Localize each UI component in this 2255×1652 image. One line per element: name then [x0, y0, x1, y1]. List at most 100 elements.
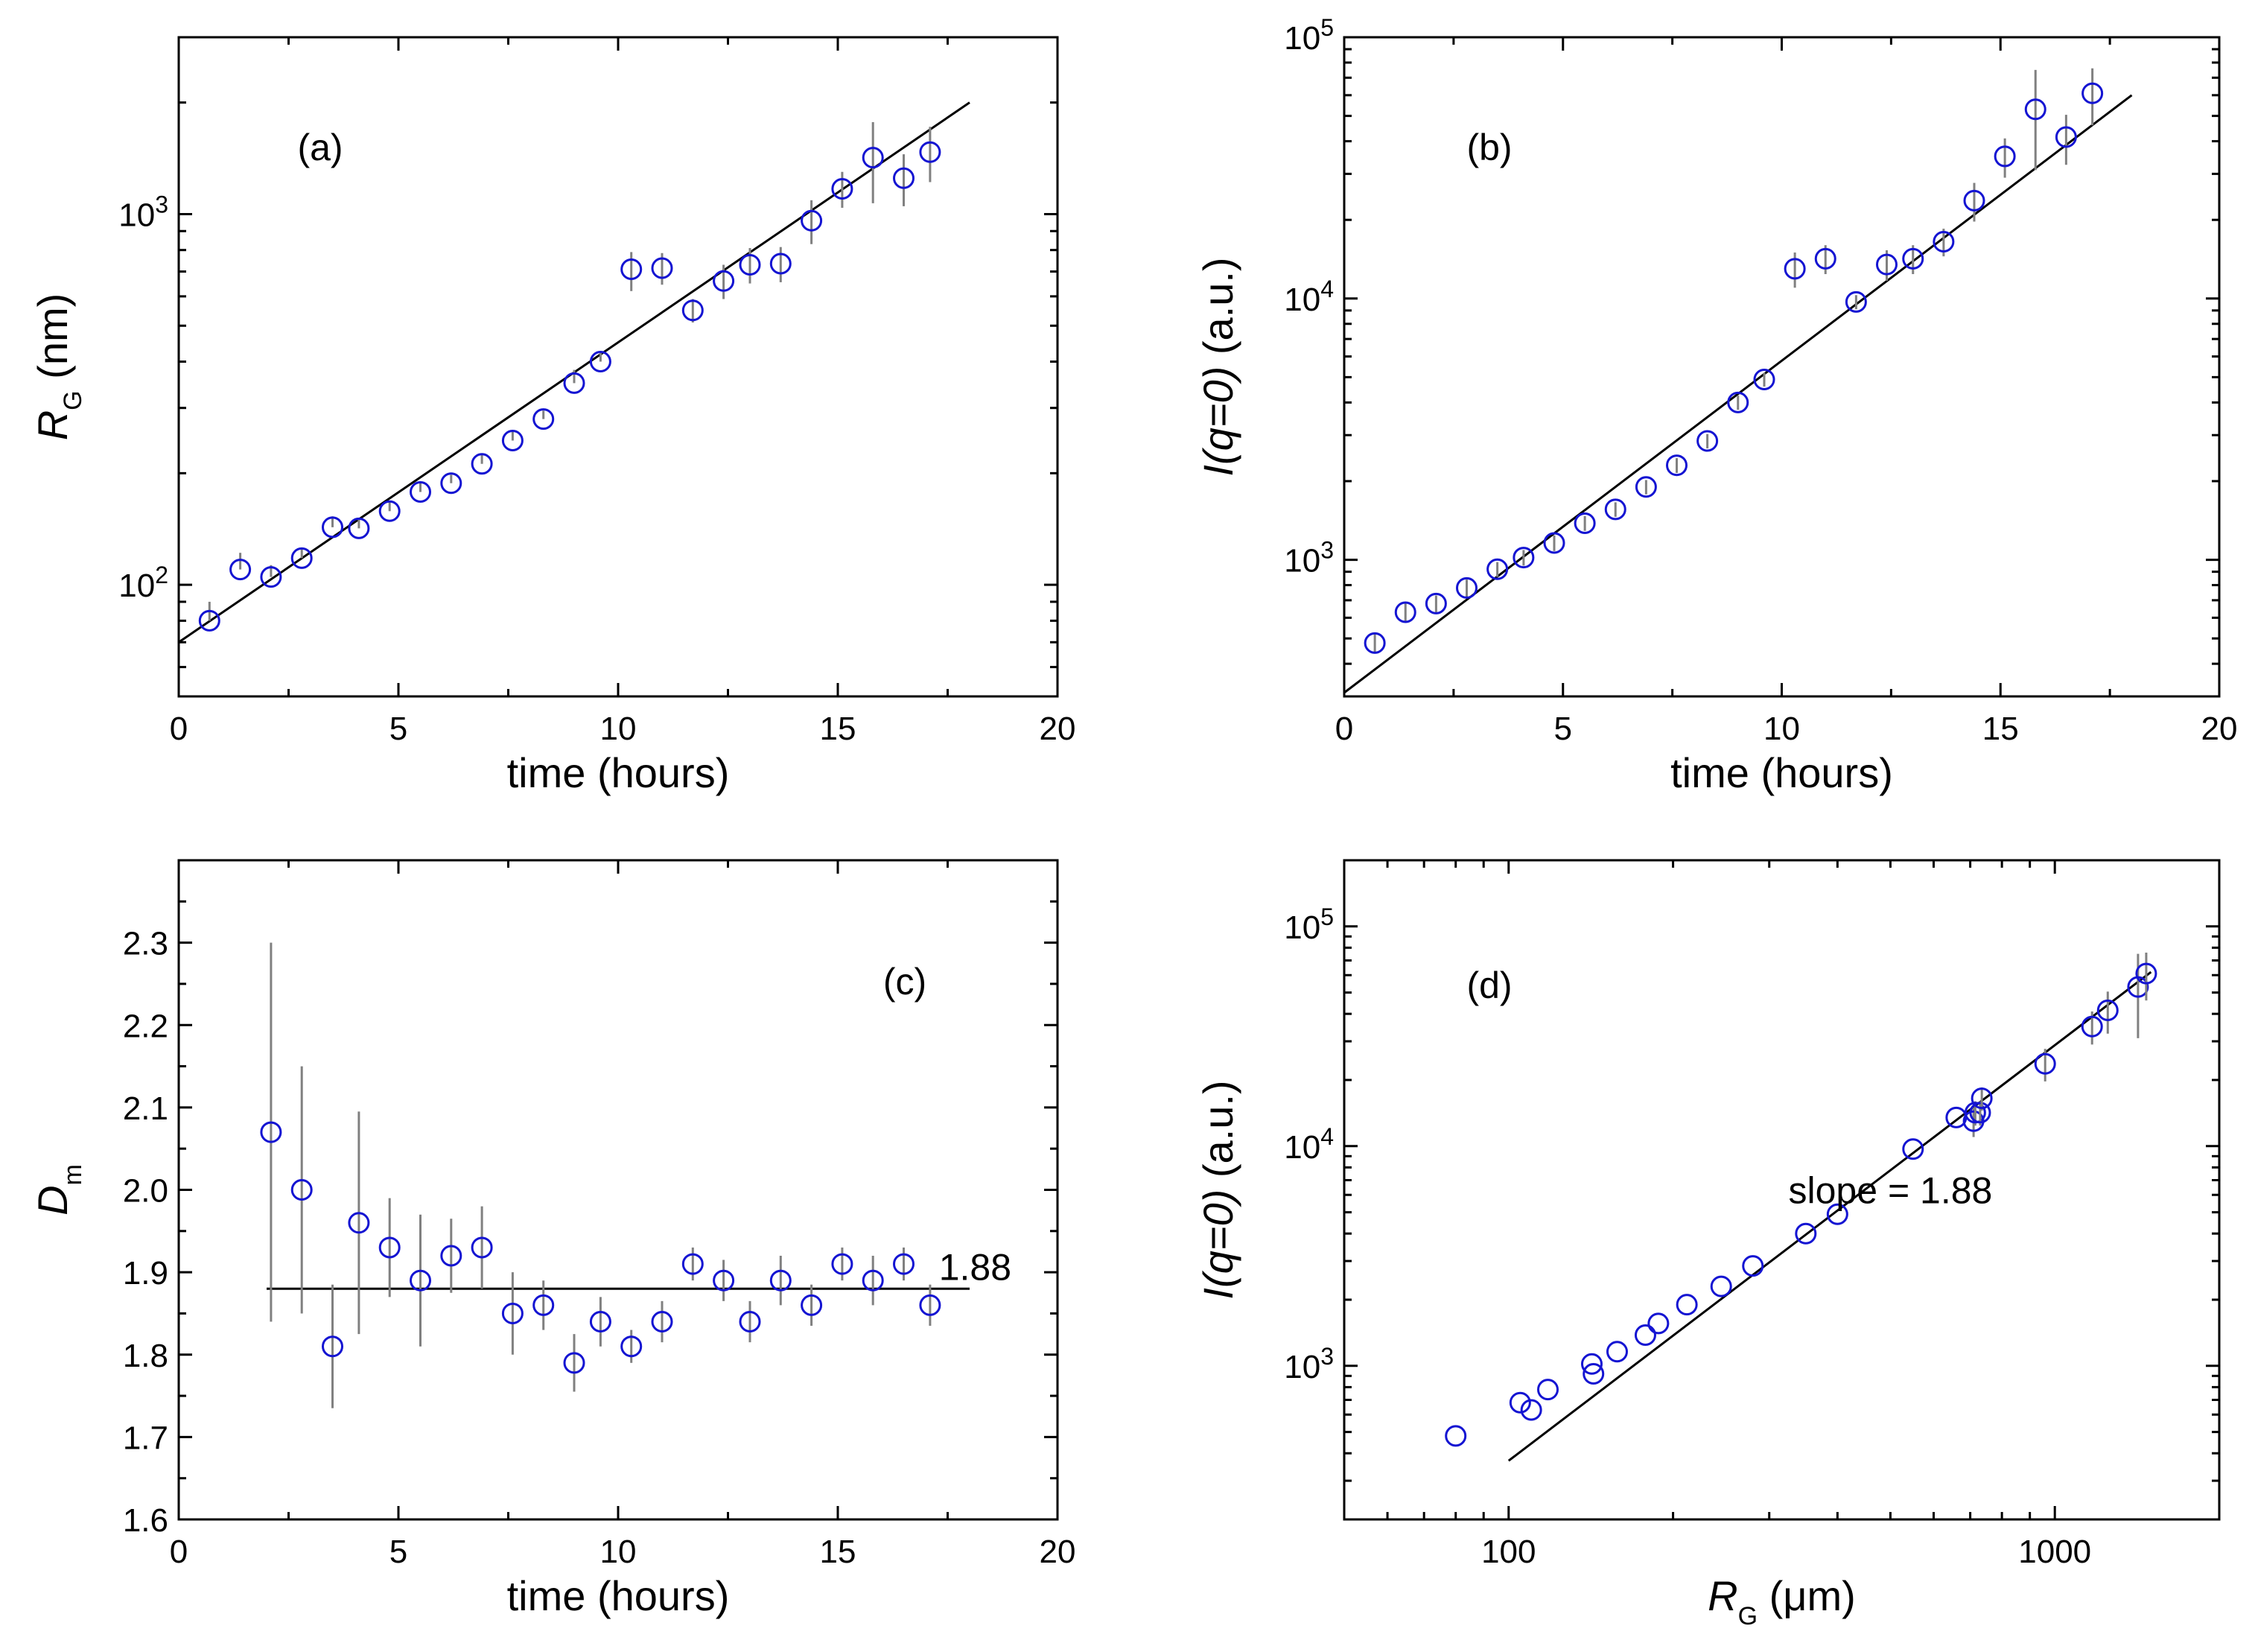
data-point	[1520, 1399, 1542, 1421]
data-point	[1814, 247, 1836, 270]
x-axis-title: time (hours)	[507, 749, 730, 796]
y-tick-base: 10	[118, 197, 155, 233]
data-point	[410, 1269, 431, 1292]
data-point	[1845, 290, 1867, 313]
data-point	[260, 1121, 282, 1143]
data-point	[471, 453, 493, 475]
data-point	[1753, 368, 1775, 390]
data-point	[2055, 126, 2077, 148]
data-point	[831, 1253, 853, 1275]
data-point	[1583, 1362, 1605, 1385]
y-axis-title: I(q=0) (a.u.)	[1195, 1080, 1241, 1299]
data-point	[2024, 98, 2046, 121]
data-point	[589, 1311, 611, 1332]
y-tick-label: 1.6	[123, 1502, 168, 1539]
data-point	[471, 1236, 493, 1259]
data-point	[739, 1311, 761, 1332]
y-tick-label: 2.1	[123, 1090, 168, 1127]
data-point	[1902, 1138, 1924, 1160]
y-tick-base: 10	[118, 568, 155, 604]
data-point	[1795, 1222, 1817, 1245]
data-point	[1509, 1391, 1531, 1414]
x-tick-label: 15	[820, 711, 856, 747]
x-axis-title: RG (μm)	[1708, 1572, 1856, 1630]
data-point	[322, 1335, 343, 1358]
data-point	[440, 1245, 462, 1267]
data-point	[290, 547, 313, 569]
x-tick-label: 10	[600, 1534, 637, 1570]
data-point	[1647, 1312, 1670, 1335]
data-point	[1994, 145, 2016, 168]
fit-line	[1507, 970, 2152, 1462]
data-point	[919, 1294, 941, 1316]
data-point	[348, 517, 370, 539]
y-tick-exp: 3	[155, 191, 168, 217]
data-point	[862, 147, 884, 169]
y-axis-title-unit: (a.u.)	[1195, 257, 1241, 366]
data-point	[563, 1352, 585, 1374]
data-point	[348, 1212, 370, 1234]
data-point	[681, 299, 704, 322]
y-tick-label: 103	[1284, 537, 1334, 579]
data-point	[378, 1236, 401, 1259]
y-tick-base: 10	[1284, 1129, 1320, 1166]
data-point	[1971, 1087, 1993, 1110]
y-axis-title: I(q=0) (a.u.)	[1195, 257, 1241, 476]
x-axis-title-sub: G	[1738, 1602, 1758, 1630]
data-point	[290, 1179, 313, 1201]
y-tick-label: 2.3	[123, 926, 168, 962]
y-tick-base: 10	[1284, 282, 1320, 318]
data-point	[2096, 999, 2119, 1021]
y-tick-exp: 3	[1320, 537, 1334, 564]
x-tick-label: 1000	[2018, 1534, 2091, 1570]
y-axis-title-main: I(q=0)	[1195, 366, 1241, 477]
data-point	[229, 559, 252, 581]
data-point	[739, 253, 761, 276]
y-tick-base: 10	[1284, 543, 1320, 579]
y-axis-title-unit: (a.u.)	[1195, 1080, 1241, 1189]
y-tick-base: 10	[1284, 20, 1320, 57]
y-tick-base: 10	[1284, 909, 1320, 946]
data-point	[1666, 454, 1688, 477]
data-point	[1969, 1102, 1991, 1124]
data-point	[893, 167, 915, 189]
data-point	[713, 270, 735, 292]
data-point	[501, 429, 524, 451]
y-axis-title: RG (nm)	[29, 293, 87, 441]
data-point	[378, 500, 401, 522]
x-tick-label: 20	[1040, 711, 1076, 747]
data-point	[1456, 576, 1478, 599]
plot-frame	[1343, 859, 2221, 1521]
data-point	[1574, 512, 1596, 535]
data-point	[563, 372, 585, 394]
x-tick-label: 5	[389, 1534, 407, 1570]
x-tick-label: 15	[820, 1534, 856, 1570]
data-point	[1945, 1106, 1968, 1128]
y-tick-label: 103	[1284, 1343, 1334, 1385]
data-point	[919, 141, 941, 163]
y-tick-exp: 2	[155, 562, 168, 588]
data-point	[1580, 1353, 1603, 1375]
y-tick-exp: 4	[1320, 276, 1334, 302]
data-point	[322, 516, 343, 539]
data-point	[1876, 253, 1898, 276]
data-point	[1513, 547, 1535, 569]
data-point	[1445, 1425, 1467, 1447]
data-point	[1742, 1255, 1764, 1277]
data-point	[1635, 476, 1657, 498]
data-point	[1696, 430, 1719, 452]
data-point	[801, 1294, 823, 1316]
x-tick-label: 10	[600, 711, 637, 747]
data-point	[1606, 1341, 1628, 1363]
y-tick-exp: 3	[1320, 1343, 1334, 1370]
x-tick-label: 0	[1335, 711, 1353, 747]
data-point	[1933, 230, 1955, 252]
y-tick-label: 104	[1284, 1123, 1334, 1166]
y-tick-label: 1.9	[123, 1255, 168, 1292]
panel-label: (b)	[1466, 127, 1512, 168]
x-tick-label: 0	[170, 1534, 188, 1570]
y-axis-title-main: R	[29, 410, 76, 440]
data-point	[1826, 1203, 1848, 1225]
